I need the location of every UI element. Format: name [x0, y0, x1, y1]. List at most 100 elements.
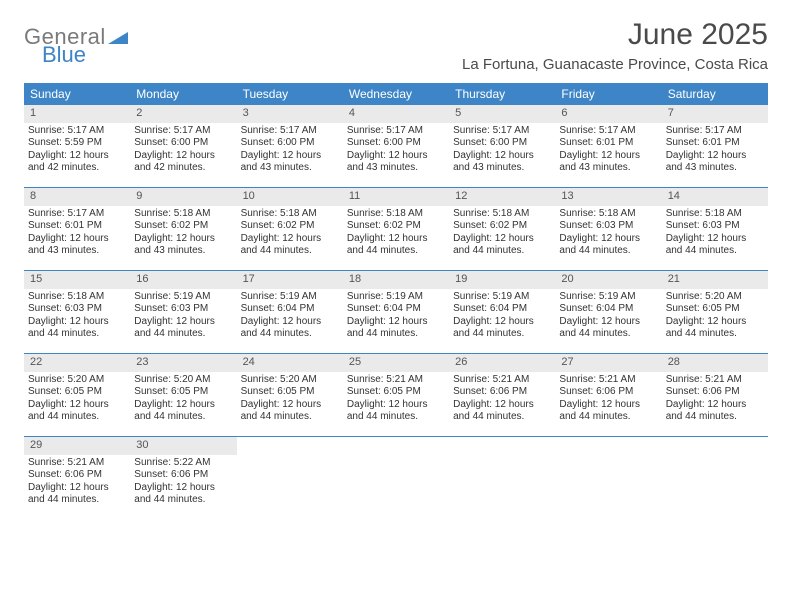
- day-number: 17: [237, 271, 343, 289]
- day-daylight1: Daylight: 12 hours: [28, 233, 126, 246]
- calendar-grid: Sunday Monday Tuesday Wednesday Thursday…: [24, 83, 768, 519]
- day-sunset: Sunset: 6:06 PM: [559, 386, 657, 399]
- day-number: 3: [237, 105, 343, 123]
- weekday-header: Friday: [555, 83, 661, 105]
- day-daylight2: and 44 minutes.: [453, 411, 551, 424]
- day-sunrise: Sunrise: 5:19 AM: [453, 291, 551, 304]
- logo-triangle-icon: [108, 30, 128, 44]
- weekday-header: Saturday: [662, 83, 768, 105]
- day-daylight1: Daylight: 12 hours: [134, 482, 232, 495]
- day-daylight1: Daylight: 12 hours: [241, 150, 339, 163]
- day-daylight1: Daylight: 12 hours: [453, 399, 551, 412]
- day-sunset: Sunset: 6:05 PM: [241, 386, 339, 399]
- weekday-header: Wednesday: [343, 83, 449, 105]
- day-number: 28: [662, 354, 768, 372]
- day-daylight1: Daylight: 12 hours: [134, 233, 232, 246]
- day-sunset: Sunset: 6:03 PM: [559, 220, 657, 233]
- day-sunrise: Sunrise: 5:17 AM: [559, 125, 657, 138]
- day-daylight1: Daylight: 12 hours: [453, 316, 551, 329]
- day-daylight2: and 44 minutes.: [666, 245, 764, 258]
- day-cell: 6Sunrise: 5:17 AMSunset: 6:01 PMDaylight…: [555, 105, 661, 187]
- day-sunrise: Sunrise: 5:21 AM: [453, 374, 551, 387]
- day-number: 11: [343, 188, 449, 206]
- day-cell-empty: [555, 437, 661, 519]
- day-daylight2: and 42 minutes.: [134, 162, 232, 175]
- day-daylight2: and 44 minutes.: [559, 245, 657, 258]
- day-daylight2: and 44 minutes.: [134, 328, 232, 341]
- day-daylight2: and 44 minutes.: [347, 245, 445, 258]
- day-number: 29: [24, 437, 130, 455]
- day-daylight1: Daylight: 12 hours: [134, 150, 232, 163]
- day-daylight2: and 43 minutes.: [241, 162, 339, 175]
- day-daylight1: Daylight: 12 hours: [666, 316, 764, 329]
- day-cell: 1Sunrise: 5:17 AMSunset: 5:59 PMDaylight…: [24, 105, 130, 187]
- day-daylight1: Daylight: 12 hours: [666, 233, 764, 246]
- day-daylight1: Daylight: 12 hours: [666, 399, 764, 412]
- day-number: 2: [130, 105, 236, 123]
- day-sunset: Sunset: 6:00 PM: [347, 137, 445, 150]
- day-daylight1: Daylight: 12 hours: [453, 150, 551, 163]
- day-number: 10: [237, 188, 343, 206]
- day-daylight2: and 44 minutes.: [28, 328, 126, 341]
- day-cell: 4Sunrise: 5:17 AMSunset: 6:00 PMDaylight…: [343, 105, 449, 187]
- page-header: General June 2025 La Fortuna, Guanacaste…: [24, 18, 768, 73]
- day-number: 7: [662, 105, 768, 123]
- week-row: 22Sunrise: 5:20 AMSunset: 6:05 PMDayligh…: [24, 353, 768, 436]
- week-row: 8Sunrise: 5:17 AMSunset: 6:01 PMDaylight…: [24, 187, 768, 270]
- day-sunset: Sunset: 5:59 PM: [28, 137, 126, 150]
- day-cell: 9Sunrise: 5:18 AMSunset: 6:02 PMDaylight…: [130, 188, 236, 270]
- day-cell: 16Sunrise: 5:19 AMSunset: 6:03 PMDayligh…: [130, 271, 236, 353]
- day-number: 4: [343, 105, 449, 123]
- week-row: 1Sunrise: 5:17 AMSunset: 5:59 PMDaylight…: [24, 105, 768, 187]
- day-number: 26: [449, 354, 555, 372]
- day-cell-empty: [449, 437, 555, 519]
- day-cell: 17Sunrise: 5:19 AMSunset: 6:04 PMDayligh…: [237, 271, 343, 353]
- day-sunrise: Sunrise: 5:19 AM: [134, 291, 232, 304]
- day-sunrise: Sunrise: 5:18 AM: [28, 291, 126, 304]
- day-daylight1: Daylight: 12 hours: [347, 233, 445, 246]
- day-sunrise: Sunrise: 5:20 AM: [241, 374, 339, 387]
- day-daylight2: and 44 minutes.: [666, 328, 764, 341]
- day-sunset: Sunset: 6:03 PM: [134, 303, 232, 316]
- day-sunset: Sunset: 6:05 PM: [134, 386, 232, 399]
- day-cell-empty: [662, 437, 768, 519]
- day-sunset: Sunset: 6:05 PM: [28, 386, 126, 399]
- week-row: 15Sunrise: 5:18 AMSunset: 6:03 PMDayligh…: [24, 270, 768, 353]
- day-sunrise: Sunrise: 5:18 AM: [666, 208, 764, 221]
- day-daylight2: and 44 minutes.: [28, 411, 126, 424]
- day-number: 16: [130, 271, 236, 289]
- logo-text-2: Blue: [42, 42, 86, 67]
- day-daylight2: and 43 minutes.: [134, 245, 232, 258]
- day-daylight1: Daylight: 12 hours: [347, 316, 445, 329]
- day-number: 14: [662, 188, 768, 206]
- day-cell: 14Sunrise: 5:18 AMSunset: 6:03 PMDayligh…: [662, 188, 768, 270]
- day-daylight1: Daylight: 12 hours: [28, 399, 126, 412]
- day-sunset: Sunset: 6:02 PM: [347, 220, 445, 233]
- day-sunset: Sunset: 6:05 PM: [666, 303, 764, 316]
- day-cell: 2Sunrise: 5:17 AMSunset: 6:00 PMDaylight…: [130, 105, 236, 187]
- day-number: 5: [449, 105, 555, 123]
- day-daylight2: and 42 minutes.: [28, 162, 126, 175]
- day-cell: 22Sunrise: 5:20 AMSunset: 6:05 PMDayligh…: [24, 354, 130, 436]
- day-cell-empty: [343, 437, 449, 519]
- day-sunrise: Sunrise: 5:21 AM: [28, 457, 126, 470]
- day-cell: 3Sunrise: 5:17 AMSunset: 6:00 PMDaylight…: [237, 105, 343, 187]
- day-daylight2: and 43 minutes.: [666, 162, 764, 175]
- day-cell: 26Sunrise: 5:21 AMSunset: 6:06 PMDayligh…: [449, 354, 555, 436]
- month-title: June 2025: [462, 18, 768, 52]
- day-cell: 13Sunrise: 5:18 AMSunset: 6:03 PMDayligh…: [555, 188, 661, 270]
- day-cell: 5Sunrise: 5:17 AMSunset: 6:00 PMDaylight…: [449, 105, 555, 187]
- day-sunrise: Sunrise: 5:21 AM: [559, 374, 657, 387]
- day-number: 8: [24, 188, 130, 206]
- day-number: 13: [555, 188, 661, 206]
- day-sunset: Sunset: 6:00 PM: [134, 137, 232, 150]
- day-daylight2: and 44 minutes.: [347, 328, 445, 341]
- day-number: 25: [343, 354, 449, 372]
- day-sunrise: Sunrise: 5:22 AM: [134, 457, 232, 470]
- day-sunset: Sunset: 6:02 PM: [453, 220, 551, 233]
- day-cell: 10Sunrise: 5:18 AMSunset: 6:02 PMDayligh…: [237, 188, 343, 270]
- day-sunset: Sunset: 6:00 PM: [453, 137, 551, 150]
- weekday-header: Sunday: [24, 83, 130, 105]
- day-number: 20: [555, 271, 661, 289]
- day-daylight1: Daylight: 12 hours: [347, 150, 445, 163]
